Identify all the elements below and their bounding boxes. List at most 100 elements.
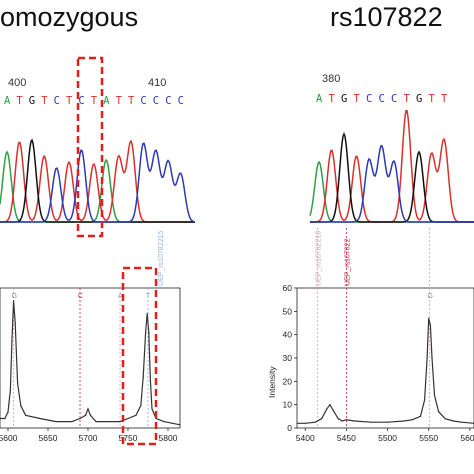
spectrum-point [14,322,16,324]
seq-position-label: 410 [148,77,166,89]
spectrum-line [0,300,181,426]
base-call-C: C [366,93,372,105]
x-tick-label: 5600 [0,433,18,443]
spectrum-point [314,421,316,423]
spectrum-point [119,421,121,423]
spectrum-point [79,417,81,420]
peak-label: T [146,293,151,300]
spectrum-point [354,420,356,422]
y-axis-label: Intensity [267,366,277,398]
base-call-T: T [16,95,23,107]
plot-frame [0,287,181,429]
spectrum-line [297,318,474,424]
base-call-C: C [78,95,84,107]
base-call-A: A [4,95,11,107]
base-call-C: C [153,95,159,107]
spectrum-point [0,417,1,420]
base-call-T: T [128,95,135,107]
panel-right-title: rs107822 [330,2,443,32]
base-call-C: C [379,93,385,105]
spectrum-point [103,421,105,423]
spectrum-point [71,421,73,423]
uep-marker-label: UEP_rs10782215 [158,231,165,286]
mass-spectrum-right: G UEP_rs10782210 UEP_rs107822 5400 5450 5500 5… [267,228,474,443]
x-tick-label: 5800 [159,433,178,443]
y-tick-label: 60 [283,283,293,293]
base-call-G: G [416,93,422,105]
spectrum-point [345,419,347,421]
spectrum-point [333,411,335,413]
spectrum-point [89,414,91,416]
peak-label: G [12,293,17,300]
spectrum-point [4,417,6,420]
spectrum-point [452,420,454,422]
seq-position-label: 380 [322,73,340,85]
spectrum-point [85,414,87,416]
spectrum-point [163,421,165,423]
spectrum-point [337,418,339,420]
variant-highlight-box [76,56,104,238]
spectrum-point [438,411,440,413]
y-tick-label: 50 [283,306,293,316]
base-call-G: G [29,95,35,107]
spectrum-point [429,324,431,326]
spectrum-point [20,405,22,407]
spectrum-point [95,421,97,423]
spectrum-point [55,421,57,423]
spectrum-point [370,421,372,423]
spectrum-point [433,394,436,396]
spectrum-point [39,417,41,420]
plot-frame [296,287,474,429]
chromatogram-traces [0,138,196,223]
x-tick-label: 5700 [79,433,98,443]
base-call-T: T [41,95,48,107]
trace-C [0,142,196,223]
spectrum-point [461,421,463,423]
x-tick-label: 5600 [460,433,474,443]
spectrum-point [17,382,19,385]
spectrum-point [419,415,422,417]
chromatogram-traces [309,110,474,223]
variant-highlight-box [121,266,158,446]
spectrum-point [25,414,27,416]
spectrum-point [149,379,151,381]
panel-left-title: omozygous [0,2,139,32]
base-call-T: T [116,95,123,107]
spectrum-point [424,399,426,401]
peak-label: C [78,293,83,300]
y-tick-label: 10 [283,400,293,410]
spectrum-point [428,317,430,319]
base-call-C: C [140,95,146,107]
x-tick-label: 5400 [296,433,315,443]
spectrum-point [127,417,129,420]
spectrum-point [304,422,306,424]
spectrum-point [13,300,15,302]
spectrum-point [326,408,328,410]
peak-label: A [118,293,123,300]
spectrum-point [296,422,298,424]
base-call-T: T [329,93,336,105]
spectrum-point [155,417,157,420]
trace-C [310,144,474,223]
spectrum-point [9,389,11,391]
base-call-T: T [66,95,73,107]
spectrum-point [146,312,148,315]
base-call-A: A [103,95,110,107]
base-call-C: C [54,95,60,107]
spectrum-point [321,418,323,420]
base-call-T: T [429,93,436,105]
base-call-A: A [316,93,323,105]
spectrum-point [140,405,142,407]
spectrum-point [145,331,147,334]
spectrum-point [431,357,433,359]
spectrum-point [411,419,413,421]
y-tick-label: 20 [283,376,293,386]
x-tick-label: 5750 [119,433,138,443]
spectrum-point [387,421,389,423]
base-call-C: C [178,95,184,107]
spectrum-point [11,338,13,340]
spectrum-point [7,411,9,413]
